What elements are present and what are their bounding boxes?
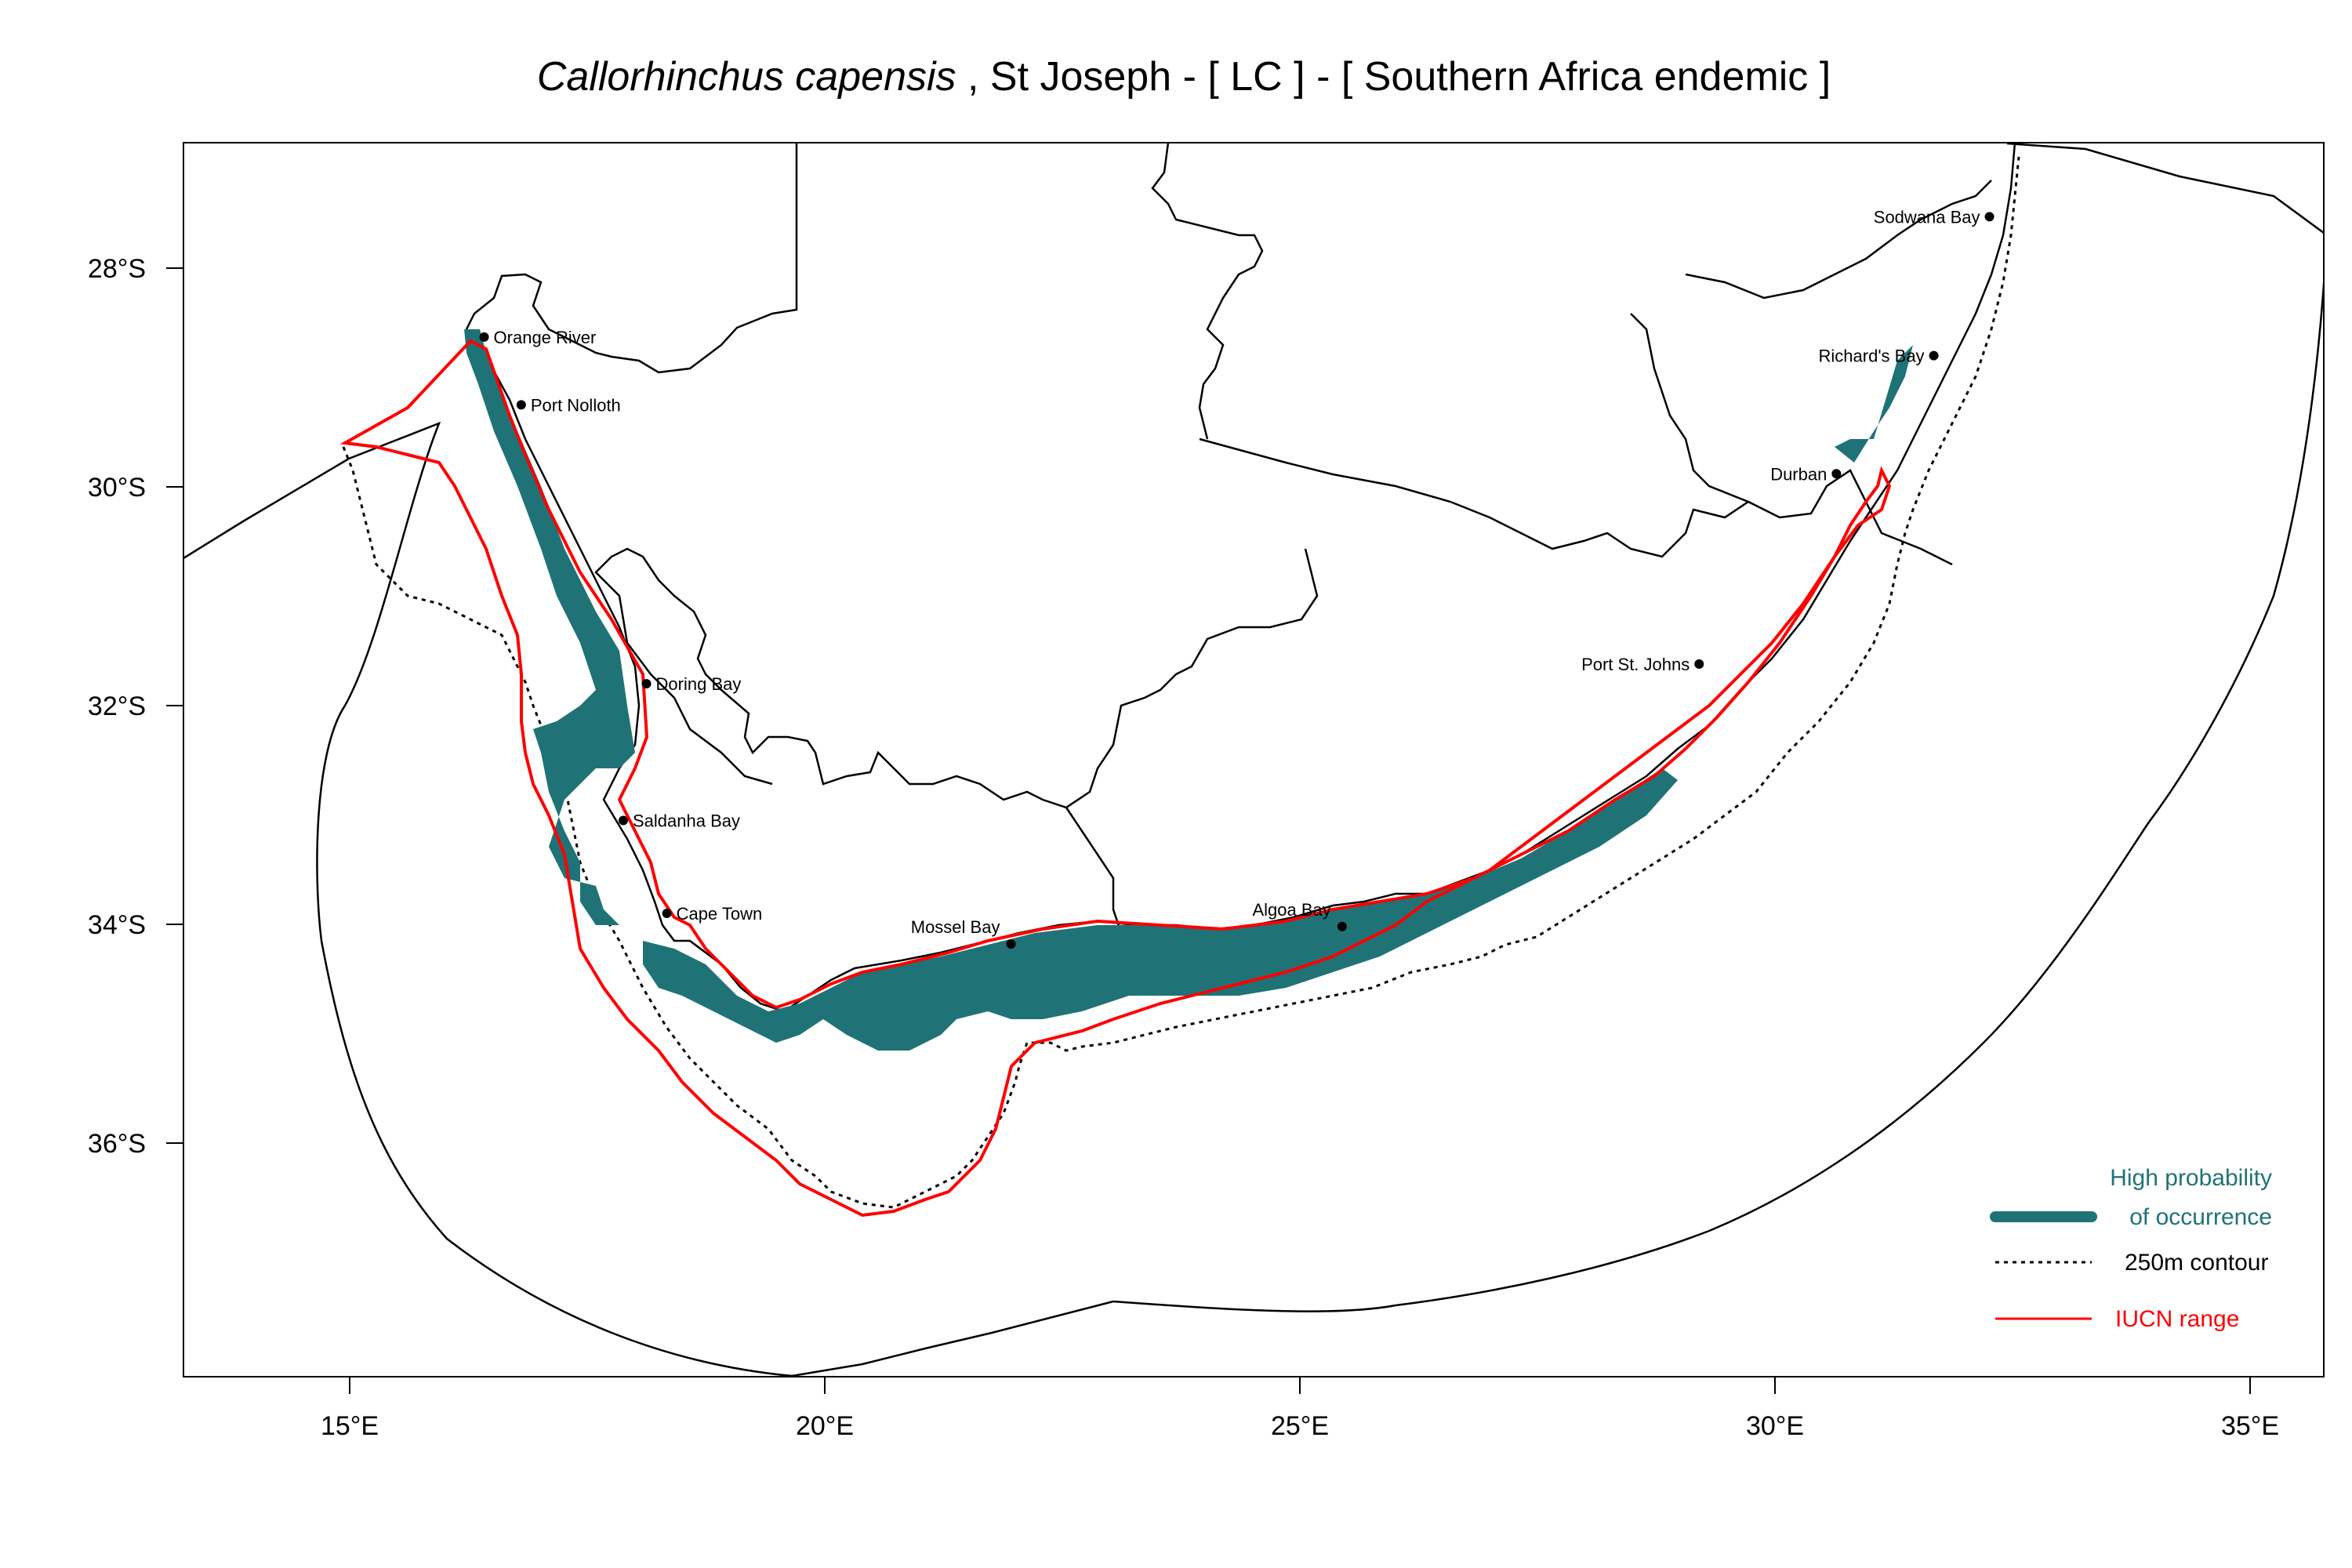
place-label: Richard's Bay bbox=[1819, 347, 1925, 366]
place-label: Algoa Bay bbox=[1253, 900, 1331, 920]
place-label: Doring Bay bbox=[656, 674, 742, 694]
eez-boundary bbox=[183, 143, 2324, 1377]
place-marker bbox=[662, 909, 672, 919]
namibia-border bbox=[465, 143, 798, 374]
x-tick-label: 30°E bbox=[1746, 1411, 1804, 1441]
map-legend: High probability of occurrence 250m cont… bbox=[1990, 1165, 2272, 1332]
place-marker bbox=[618, 815, 628, 826]
province-border-kzn bbox=[1630, 180, 1992, 503]
y-tick-label: 34°S bbox=[88, 910, 146, 940]
place-label: Port Nolloth bbox=[531, 395, 621, 415]
province-border-west bbox=[607, 583, 773, 786]
y-tick-label: 30°S bbox=[88, 473, 146, 503]
occurrence-area-south bbox=[643, 768, 1678, 1051]
y-tick-label: 36°S bbox=[88, 1129, 146, 1159]
x-tick-label: 25°E bbox=[1271, 1411, 1329, 1441]
x-tick-label: 15°E bbox=[321, 1411, 379, 1441]
x-tick-label: 35°E bbox=[2221, 1411, 2279, 1441]
plot-frame bbox=[183, 142, 2325, 1377]
place-marker bbox=[1006, 939, 1016, 949]
place-marker bbox=[641, 679, 652, 689]
place-marker bbox=[1984, 212, 1994, 222]
occurrence-area-east bbox=[1835, 345, 1913, 463]
y-tick-label: 28°S bbox=[88, 254, 146, 284]
place-markers: Orange River Port Nolloth Doring Bay Saldan… bbox=[479, 207, 1994, 949]
place-label: Sodwana Bay bbox=[1874, 207, 1980, 227]
province-border-free-state bbox=[1199, 437, 1953, 566]
place-marker bbox=[1337, 921, 1347, 931]
legend-iucn-label: IUCN range bbox=[2115, 1306, 2239, 1332]
province-border-eastern-cape bbox=[1065, 807, 1123, 934]
place-label: Orange River bbox=[494, 328, 597, 347]
lesotho-border bbox=[1151, 143, 1264, 440]
place-marker bbox=[516, 400, 526, 410]
place-label: Mossel Bay bbox=[911, 917, 1000, 937]
legend-contour-label: 250m contour bbox=[2125, 1250, 2268, 1276]
place-marker bbox=[1929, 350, 1939, 361]
place-label: Saldanha Bay bbox=[633, 811, 740, 830]
occurrence-area-west bbox=[464, 329, 635, 925]
province-border-northern-cape bbox=[594, 547, 1319, 809]
place-label: Port St. Johns bbox=[1581, 655, 1690, 674]
place-marker bbox=[1831, 469, 1842, 479]
place-marker bbox=[1694, 659, 1704, 669]
legend-occurrence-line2: of occurrence bbox=[2129, 1204, 2272, 1230]
iucn-range bbox=[339, 339, 1892, 1218]
y-tick-label: 32°S bbox=[88, 691, 146, 721]
map-layers: Orange River Port Nolloth Doring Bay Saldan… bbox=[183, 143, 2324, 1377]
place-marker bbox=[479, 332, 489, 342]
x-axis-ticks: 15°E 20°E 25°E 30°E 35°E bbox=[321, 1377, 2279, 1441]
x-tick-label: 20°E bbox=[796, 1411, 854, 1441]
species-name: Callorhinchus capensis bbox=[537, 54, 956, 100]
title-details: , St Joseph - [ LC ] - [ Southern Africa… bbox=[956, 54, 1831, 100]
legend-occurrence-line1: High probability bbox=[2110, 1165, 2272, 1191]
place-label: Cape Town bbox=[677, 904, 763, 924]
map-title: Callorhinchus capensis , St Joseph - [ L… bbox=[537, 54, 1831, 100]
y-axis-ticks: 28°S 30°S 32°S 34°S 36°S bbox=[88, 254, 183, 1159]
place-label: Durban bbox=[1770, 464, 1827, 484]
